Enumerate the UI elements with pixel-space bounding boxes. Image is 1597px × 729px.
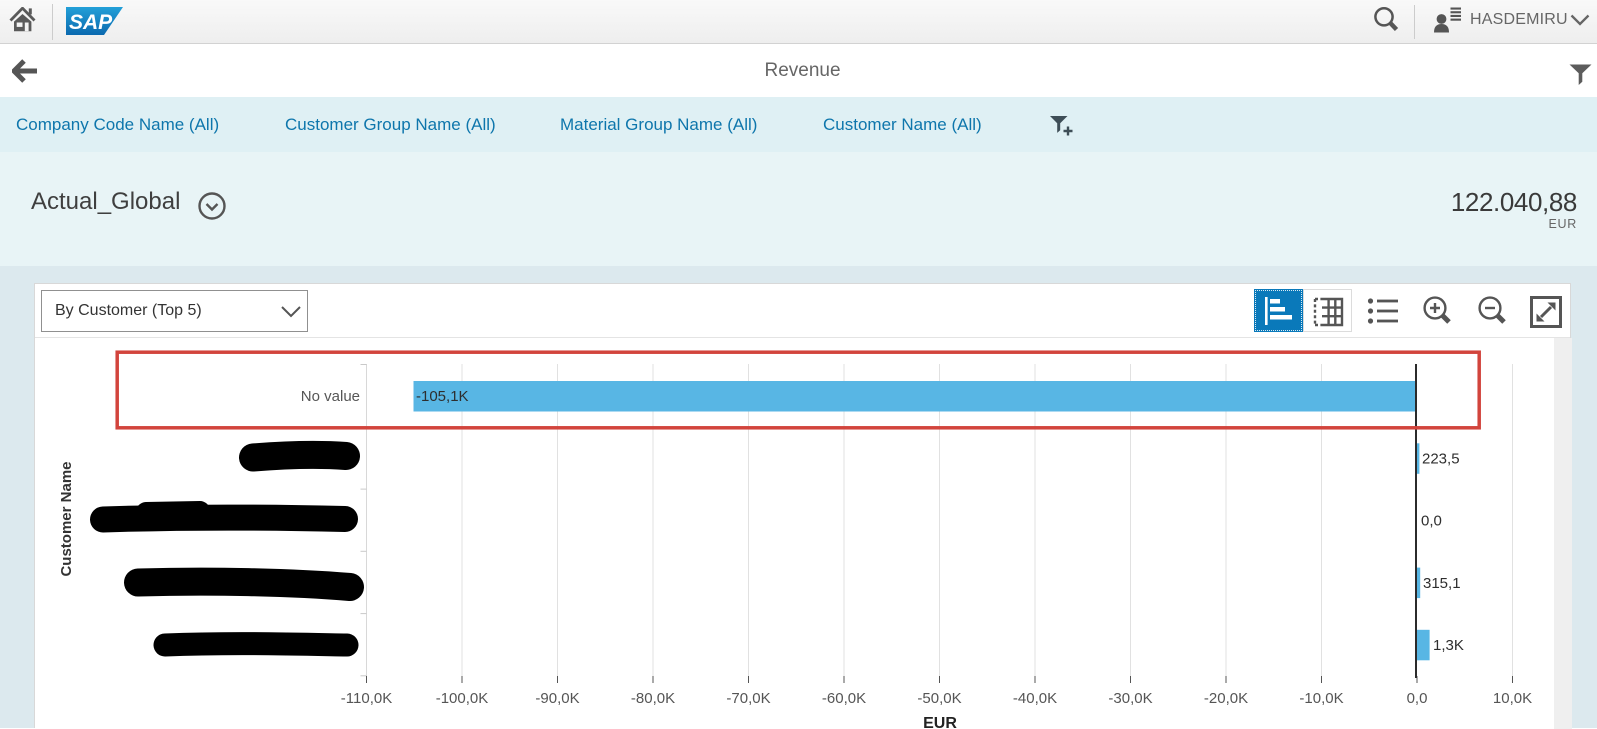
svg-text:SAP: SAP: [69, 11, 113, 34]
svg-text:-105,1K: -105,1K: [416, 388, 469, 405]
svg-text:0,0: 0,0: [1421, 513, 1442, 530]
svg-text:-20,0K: -20,0K: [1204, 690, 1248, 707]
svg-text:-110,0K: -110,0K: [341, 690, 392, 707]
svg-text:-60,0K: -60,0K: [822, 690, 866, 707]
svg-text:-50,0K: -50,0K: [917, 690, 961, 707]
svg-text:-80,0K: -80,0K: [631, 690, 675, 707]
svg-text:1,3K: 1,3K: [1433, 637, 1464, 654]
svg-text:315,1: 315,1: [1423, 575, 1461, 592]
svg-text:-70,0K: -70,0K: [726, 690, 770, 707]
svg-text:-100,0K: -100,0K: [436, 690, 489, 707]
svg-text:0,0: 0,0: [1407, 690, 1428, 707]
svg-text:-30,0K: -30,0K: [1108, 690, 1152, 707]
svg-text:No value: No value: [301, 388, 360, 405]
svg-text:223,5: 223,5: [1422, 451, 1460, 468]
svg-text:10,0K: 10,0K: [1493, 690, 1532, 707]
svg-text:-10,0K: -10,0K: [1299, 690, 1343, 707]
svg-text:EUR: EUR: [923, 715, 957, 728]
svg-text:-40,0K: -40,0K: [1013, 690, 1057, 707]
svg-text:-90,0K: -90,0K: [535, 690, 579, 707]
svg-text:Customer Name: Customer Name: [58, 461, 75, 576]
